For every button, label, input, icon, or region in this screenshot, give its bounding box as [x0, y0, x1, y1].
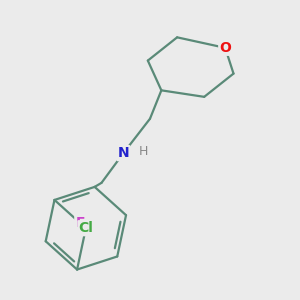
Text: N: N: [118, 146, 129, 160]
Text: F: F: [75, 216, 85, 230]
Text: H: H: [139, 145, 148, 158]
Text: Cl: Cl: [78, 221, 93, 235]
Text: O: O: [219, 41, 231, 55]
